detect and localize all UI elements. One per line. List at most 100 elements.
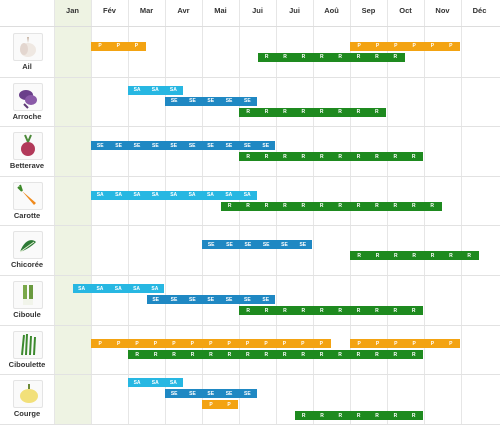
bar-cell-label: R <box>319 307 324 314</box>
bar-cell-label: R <box>411 307 416 314</box>
bar-cell-label: R <box>449 252 453 259</box>
bar-cell-label: SE <box>299 241 307 248</box>
vegetable-name: Betterave <box>9 161 45 171</box>
bar-cell-label: P <box>227 340 231 347</box>
row-divider <box>0 175 500 177</box>
bar-cell-label: P <box>357 43 361 50</box>
beet-icon <box>13 132 43 161</box>
bar-cell-label: R <box>375 54 379 61</box>
bar-cell-label: R <box>393 412 398 419</box>
bar-cell-label: R <box>320 54 324 61</box>
bar-cell-label: P <box>301 340 305 347</box>
bar-cell-label: SA <box>78 285 86 292</box>
month-column <box>424 0 461 424</box>
bar-cell-label: R <box>264 109 269 116</box>
bar-cell-label: R <box>301 109 306 116</box>
month-column <box>128 0 165 424</box>
bar-cell-label: SA <box>206 192 214 199</box>
bar-cell-label: P <box>319 340 323 347</box>
vegetable-name: Ail <box>22 62 32 71</box>
bar-cell-label: SE <box>152 296 159 303</box>
bar-cell-label: SE <box>262 142 270 149</box>
bar-cell-label: R <box>375 109 379 116</box>
bar-cell-label: P <box>153 340 158 347</box>
bar-cell-label: R <box>264 351 269 358</box>
bar-cell-label: R <box>283 307 287 314</box>
month-label: Jui <box>252 6 263 15</box>
bar-cell-label: R <box>301 153 306 160</box>
bar-cell-label: R <box>338 412 343 419</box>
squash-icon <box>13 380 43 409</box>
bar-cell-label: SE <box>170 98 178 105</box>
bar-cell-label: R <box>411 351 416 358</box>
bar-cell-label: SA <box>151 87 159 94</box>
bar-cell-label: SA <box>170 192 178 199</box>
bar-cell-label: R <box>301 351 305 358</box>
bar-cell-label: R <box>412 252 417 259</box>
bar-cell-label: SE <box>207 390 215 397</box>
month-label: Jui <box>289 6 300 15</box>
bar-cell-label: P <box>282 340 287 347</box>
bar-cell-label: R <box>282 351 287 358</box>
bar-cell-label: SE <box>133 142 141 149</box>
bar-cell-label: R <box>264 307 269 314</box>
calendar-bar-se: SE SE SE SE SE SE SE SE SE SE <box>91 141 275 150</box>
bar-cell-label: SA <box>169 379 177 386</box>
bar-cell-label: SE <box>244 296 251 303</box>
bar-cell-label: SE <box>226 241 233 248</box>
month-label: Aoû <box>324 6 339 15</box>
bar-cell-label: SA <box>96 285 104 292</box>
bar-cell-label: R <box>135 351 140 358</box>
bar-cell-label: SE <box>244 241 252 248</box>
bar-cell-label: SE <box>115 142 122 149</box>
bar-cell-label: R <box>393 153 398 160</box>
bar-cell-label: R <box>190 351 195 358</box>
bar-cell-label: R <box>209 351 213 358</box>
bar-cell-label: P <box>430 43 435 50</box>
month-column <box>54 0 91 424</box>
bar-cell-label: R <box>411 412 416 419</box>
bar-cell-label: SE <box>281 241 288 248</box>
bar-cell-label: SE <box>188 142 196 149</box>
month-label: Déc <box>472 6 487 15</box>
bar-cell-label: SA <box>151 192 159 199</box>
vegetable-name: Carotte <box>13 210 41 220</box>
bar-cell-label: SA <box>133 192 141 199</box>
bar-cell-label: SE <box>244 98 251 105</box>
bar-cell-label: SA <box>133 87 141 94</box>
bar-cell-label: R <box>393 203 398 210</box>
bar-cell-label: R <box>393 54 398 61</box>
bar-cell-label: SA <box>151 379 159 386</box>
month-label: Fév <box>103 6 116 15</box>
bar-cell-label: SE <box>96 142 104 149</box>
bar-cell-label: SE <box>207 142 214 149</box>
bar-cell-label: SE <box>225 98 233 105</box>
bar-cell-label: R <box>338 307 342 314</box>
vegetable-name: Chicorée <box>10 260 44 270</box>
bar-cell-label: SA <box>225 192 233 199</box>
bar-cell-label: R <box>227 203 232 210</box>
bar-cell-label: P <box>394 340 398 347</box>
calendar-bar-se: SE SE SE SE SE <box>165 96 257 106</box>
bar-cell-label: R <box>319 109 324 116</box>
bar-cell-label: R <box>375 153 379 160</box>
bar-cell-label: R <box>375 203 379 210</box>
bar-cell-label: SE <box>225 296 233 303</box>
bar-cell-label: R <box>411 203 416 210</box>
bar-cell-label: R <box>411 153 416 160</box>
bar-cell-label: SA <box>151 285 159 292</box>
bar-cell-label: R <box>338 54 342 61</box>
chicory-icon <box>13 231 43 260</box>
bar-cell-label: P <box>357 340 361 347</box>
bar-cell-label: R <box>319 203 324 210</box>
bar-cell-label: R <box>356 153 361 160</box>
bar-cell-label: P <box>209 340 213 347</box>
bar-cell-label: SE <box>189 390 196 397</box>
month-label: Oct <box>399 6 412 15</box>
